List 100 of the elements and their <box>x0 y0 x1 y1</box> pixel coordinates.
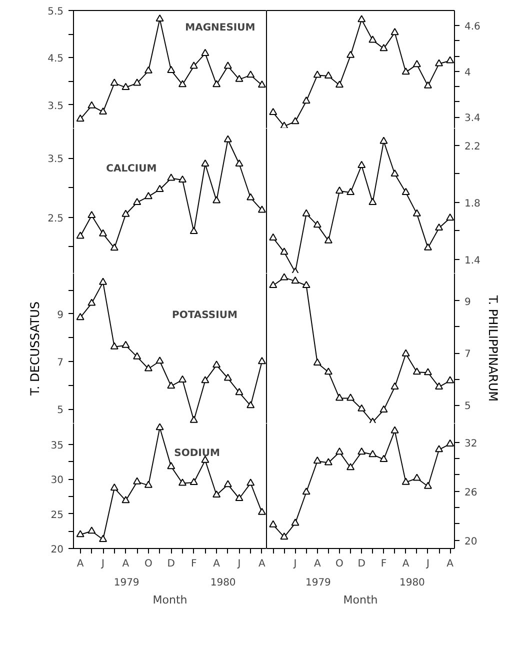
point <box>424 482 432 489</box>
point <box>224 62 232 69</box>
text: 1979 <box>114 578 140 588</box>
point <box>133 78 142 86</box>
point <box>402 349 410 356</box>
x-tick-label: J <box>236 558 241 570</box>
point <box>76 114 84 122</box>
text: MAGNESIUM <box>185 22 256 34</box>
point <box>190 62 198 69</box>
point <box>368 198 377 205</box>
y-tick-label: 20 <box>464 536 478 548</box>
point <box>269 108 278 116</box>
point <box>313 70 322 78</box>
point <box>324 236 332 244</box>
y-tick-label: 9 <box>464 296 471 308</box>
point <box>156 424 164 430</box>
x-tick-label: J <box>100 558 104 570</box>
y-tick-label: 3.4 <box>464 113 480 124</box>
y-tick-label: 4.5 <box>48 54 64 65</box>
point <box>346 394 355 401</box>
point <box>190 226 198 234</box>
point <box>88 526 96 534</box>
point <box>122 340 130 348</box>
point <box>302 96 310 104</box>
point <box>133 198 142 205</box>
point <box>358 160 366 168</box>
point <box>258 206 266 213</box>
point <box>110 342 118 350</box>
point <box>133 477 142 484</box>
y-tick-label: 1.8 <box>464 198 480 210</box>
point <box>201 159 210 167</box>
text: SODIUM <box>174 448 220 459</box>
point <box>167 66 176 73</box>
point <box>280 274 288 280</box>
x-tick-label: A <box>122 558 130 570</box>
point <box>190 478 198 486</box>
point <box>110 78 118 86</box>
point <box>435 223 444 231</box>
point <box>269 233 278 240</box>
point <box>280 248 288 255</box>
point <box>167 462 176 470</box>
point <box>235 74 244 82</box>
y-axis-title: T. DECUSSATUS <box>28 302 42 396</box>
point <box>212 490 221 498</box>
point <box>224 480 232 488</box>
point <box>380 44 388 52</box>
point <box>201 376 210 384</box>
point <box>258 357 266 364</box>
point <box>291 276 300 284</box>
point <box>178 175 186 183</box>
point <box>76 530 84 538</box>
point <box>156 184 164 192</box>
point <box>324 71 332 78</box>
point <box>313 220 322 228</box>
x-tick-label: A <box>213 558 220 570</box>
point <box>335 394 344 401</box>
point <box>246 193 255 200</box>
y-tick-label: 26 <box>464 487 478 498</box>
point <box>324 368 332 375</box>
text: CALCIUM <box>106 164 157 175</box>
x-tick-label: A <box>446 558 454 570</box>
x-tick-label: D <box>167 558 176 570</box>
point <box>346 50 355 58</box>
point <box>302 280 310 288</box>
point <box>76 232 84 239</box>
point <box>380 405 388 412</box>
y-tick-label: 4 <box>464 67 471 78</box>
point <box>346 463 355 470</box>
x-tick-label: O <box>144 558 152 570</box>
y-tick-label: 9 <box>57 310 64 321</box>
point <box>412 60 421 68</box>
point <box>178 80 186 88</box>
point <box>144 480 152 488</box>
point <box>269 520 278 528</box>
point <box>368 36 377 43</box>
y-tick-label: 5 <box>464 401 471 412</box>
point <box>76 313 84 320</box>
x-tick-label: D <box>358 558 366 570</box>
point <box>358 15 366 22</box>
y-tick-label: 30 <box>50 475 64 486</box>
point <box>99 534 108 542</box>
text: POTASSIUM <box>172 310 238 321</box>
point <box>224 135 232 142</box>
point <box>246 70 255 78</box>
point <box>280 122 288 128</box>
point <box>167 174 176 181</box>
point <box>335 448 344 455</box>
point <box>246 401 255 408</box>
x-tick-label: A <box>314 558 321 570</box>
text: 1979 <box>305 578 331 588</box>
y-tick-label: 2.5 <box>48 213 64 224</box>
y-tick-label: 5 <box>57 405 64 416</box>
point <box>335 186 344 194</box>
point <box>269 280 278 288</box>
y-tick-label: 2.2 <box>464 142 480 153</box>
point <box>122 210 130 217</box>
point <box>380 136 388 144</box>
x-tick-label: O <box>336 558 344 570</box>
point <box>190 416 198 423</box>
point <box>390 28 399 36</box>
